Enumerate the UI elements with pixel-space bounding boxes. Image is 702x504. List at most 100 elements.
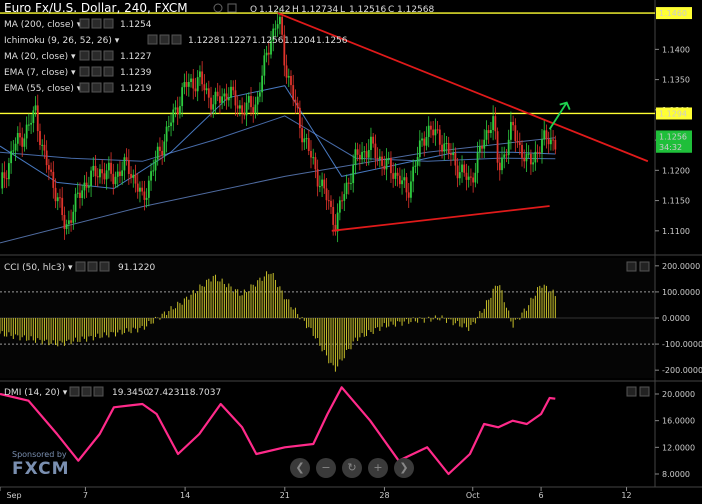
candle-body <box>150 171 152 181</box>
candle-body <box>436 129 439 131</box>
indicator-settings-icon[interactable] <box>79 66 90 77</box>
scroll-left-button[interactable]: ❮ <box>290 458 310 478</box>
dmi-value: 19.3450 <box>112 388 149 398</box>
price-tick-label: 1.1350 <box>662 76 690 85</box>
candle-body <box>134 174 137 184</box>
candle-body <box>52 171 55 188</box>
indicator-close-icon[interactable] <box>103 82 114 93</box>
dmi-tick-label: 20.0000 <box>662 390 695 399</box>
indicator-label: EMA (55, close) ▾ <box>4 84 82 94</box>
indicator-settings-icon[interactable] <box>79 82 90 93</box>
candle-body <box>294 99 297 103</box>
dmi-settings-icon[interactable] <box>69 386 80 397</box>
candle-body <box>352 164 355 184</box>
low-value: 1.12516 <box>349 5 386 15</box>
cci-tick-label: -100.0000 <box>662 340 702 349</box>
candle-body <box>549 139 552 145</box>
price-tag-label: 34:32 <box>659 143 682 152</box>
candle-body <box>96 176 99 178</box>
indicator-visibility-icon[interactable] <box>91 66 102 77</box>
indicator-settings-icon[interactable] <box>79 50 90 61</box>
dmi-label: DMI (14, 20) ▾ <box>4 388 68 398</box>
reset-zoom-button[interactable]: ↻ <box>342 458 362 478</box>
candle-body <box>496 131 499 163</box>
candle-body <box>125 157 128 160</box>
breakout-arrowhead <box>559 101 571 110</box>
candle-body <box>292 85 295 100</box>
indicator-close-icon[interactable] <box>171 34 182 45</box>
dmi-move-up-icon[interactable] <box>626 386 637 397</box>
chart-maximize-icon[interactable] <box>227 3 237 13</box>
indicator-close-icon[interactable] <box>103 50 114 61</box>
zoom-in-button[interactable]: + <box>368 458 388 478</box>
candle-body <box>283 34 286 66</box>
candle-body <box>423 138 426 146</box>
indicator-visibility-icon[interactable] <box>91 18 102 29</box>
cci-close-icon[interactable] <box>99 261 110 272</box>
open-value: 1.1242 <box>259 5 291 15</box>
price-tag <box>656 7 692 20</box>
candle-body <box>547 139 550 145</box>
candle-body <box>392 173 395 179</box>
candle-body <box>454 152 457 166</box>
scroll-right-button[interactable]: ❯ <box>394 458 414 478</box>
indicator-close-icon[interactable] <box>103 18 114 29</box>
indicator-visibility-icon[interactable] <box>91 82 102 93</box>
moving-average-line <box>0 115 556 162</box>
candle-body <box>254 104 257 113</box>
cci-settings-icon[interactable] <box>75 261 86 272</box>
brand-label: FXCM <box>12 459 70 479</box>
candle-body <box>307 138 310 152</box>
candle-body <box>318 186 321 188</box>
indicator-settings-icon[interactable] <box>147 34 158 45</box>
candle-body <box>394 172 397 179</box>
candle-body <box>210 97 212 110</box>
dmi-tick-label: 12.0000 <box>662 443 695 452</box>
high-value: 1.12734 <box>301 5 338 15</box>
dmi-close-icon[interactable] <box>93 386 104 397</box>
candle-body <box>312 157 315 159</box>
indicator-settings-icon[interactable] <box>79 18 90 29</box>
chart-settings-icon[interactable] <box>213 3 223 13</box>
candle-body <box>272 28 275 41</box>
candle-body <box>1 172 4 189</box>
candle-body <box>239 105 241 109</box>
cci-move-down-icon[interactable] <box>639 261 650 272</box>
candle-body <box>447 143 450 154</box>
candle-body <box>281 16 284 35</box>
candle-body <box>474 172 477 183</box>
candle-body <box>278 16 281 25</box>
candle-body <box>434 129 437 136</box>
price-tick-label: 1.1100 <box>662 227 690 236</box>
candle-body <box>523 157 526 162</box>
candle-body <box>87 186 90 188</box>
candle-body <box>221 96 224 103</box>
candle-body <box>139 187 141 192</box>
candle-body <box>161 150 164 156</box>
candle-body <box>452 152 455 156</box>
candle-body <box>190 78 192 82</box>
zoom-out-button[interactable]: − <box>316 458 336 478</box>
dmi-visibility-icon[interactable] <box>81 386 92 397</box>
candle-body <box>461 164 463 173</box>
price-tag <box>656 130 692 143</box>
cci-visibility-icon[interactable] <box>87 261 98 272</box>
candle-body <box>545 130 548 140</box>
candle-body <box>207 88 210 98</box>
price-tag-label: 1.1294 <box>659 109 687 118</box>
low-label: L <box>340 5 345 15</box>
candle-body <box>156 146 159 160</box>
indicator-visibility-icon[interactable] <box>159 34 170 45</box>
price-tag <box>656 107 692 120</box>
cci-move-up-icon[interactable] <box>626 261 637 272</box>
dmi-move-down-icon[interactable] <box>639 386 650 397</box>
candle-body <box>36 105 39 132</box>
indicator-visibility-icon[interactable] <box>91 50 102 61</box>
candle-body <box>99 169 101 178</box>
candle-body <box>336 212 339 232</box>
candle-body <box>216 91 219 97</box>
candle-body <box>425 136 428 146</box>
indicator-close-icon[interactable] <box>103 66 114 77</box>
candle-body <box>112 173 115 185</box>
